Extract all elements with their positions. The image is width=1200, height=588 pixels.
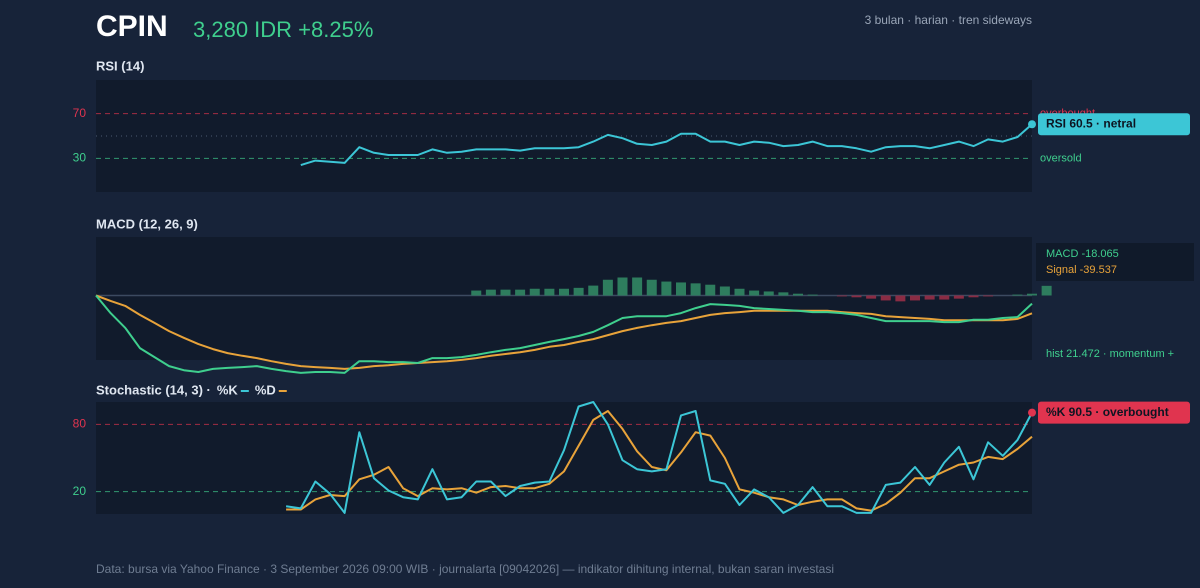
histogram-bar <box>646 279 657 296</box>
histogram-bar <box>953 295 964 299</box>
histogram-bar <box>500 289 511 296</box>
histogram-bar <box>559 288 569 296</box>
histogram-bar <box>719 286 730 296</box>
series-line <box>285 401 1033 514</box>
legend-label: %D <box>255 382 276 397</box>
annotation: hist 21.472 · momentum + <box>1046 348 1174 360</box>
histogram-bar <box>573 287 584 296</box>
histogram-bar <box>924 295 935 300</box>
reference-note: oversold <box>1040 152 1082 164</box>
histogram-bar <box>983 295 994 297</box>
histogram-bar <box>1012 294 1023 296</box>
histogram-bar <box>793 293 803 296</box>
histogram-bar <box>895 295 906 302</box>
panel-title: Stochastic (14, 3) · <box>96 382 211 397</box>
annotation: Signal -39.537 <box>1046 264 1117 276</box>
y-tick-label: 70 <box>73 106 87 120</box>
histogram-bar <box>529 288 540 296</box>
series-line <box>300 123 1033 167</box>
histogram-bar <box>632 277 643 296</box>
legend-label: %K <box>217 382 239 397</box>
series-line <box>286 410 1033 512</box>
price: 3,280 IDR +8.25% <box>193 17 373 42</box>
histogram-bar <box>807 294 818 296</box>
histogram-bar <box>602 279 613 296</box>
footer: Data: bursa via Yahoo Finance · 3 Septem… <box>96 562 834 576</box>
panel-title: MACD (12, 26, 9) <box>96 216 198 231</box>
panel-background <box>96 402 1032 514</box>
panel-title: RSI (14) <box>96 58 144 73</box>
y-tick-label: 20 <box>73 484 87 498</box>
annotation: MACD -18.065 <box>1046 248 1119 260</box>
histogram-bar <box>734 288 745 296</box>
histogram-bar <box>515 289 526 296</box>
histogram-bar <box>866 295 877 299</box>
histogram-bar <box>968 295 979 298</box>
histogram-bar <box>880 295 891 301</box>
histogram-bar <box>1027 293 1037 296</box>
end-marker <box>1028 120 1036 129</box>
series-line <box>95 294 1033 370</box>
badge: %K 90.5 · overbought <box>1046 405 1169 419</box>
badge-background <box>1038 113 1190 136</box>
histogram-bar <box>763 291 774 296</box>
histogram-bar <box>1041 285 1052 296</box>
histogram-bar <box>749 290 760 296</box>
histogram-bar <box>676 282 686 296</box>
annotation-box <box>1036 243 1194 281</box>
badge-background <box>1038 401 1190 424</box>
y-tick-label: 30 <box>73 151 87 165</box>
histogram-bar <box>705 284 716 296</box>
histogram-bar <box>690 283 701 296</box>
histogram-bar <box>910 295 920 301</box>
panel-background <box>96 237 1032 360</box>
ticker: CPIN <box>96 10 168 43</box>
series-line <box>95 294 1033 374</box>
y-tick-label: 80 <box>73 417 87 431</box>
histogram-bar <box>836 295 847 297</box>
histogram-bar <box>939 295 950 300</box>
histogram-bar <box>778 292 789 296</box>
histogram-bar <box>588 285 599 296</box>
histogram-bar <box>544 288 555 296</box>
histogram-bar <box>617 277 628 296</box>
histogram-bar <box>485 289 496 296</box>
end-marker <box>1028 408 1036 417</box>
subtitle: 3 bulan · harian · tren sideways <box>865 13 1032 27</box>
badge: RSI 60.5 · netral <box>1046 116 1136 130</box>
histogram-bar <box>661 281 672 296</box>
histogram-bar <box>471 290 482 296</box>
histogram-bar <box>851 295 862 298</box>
